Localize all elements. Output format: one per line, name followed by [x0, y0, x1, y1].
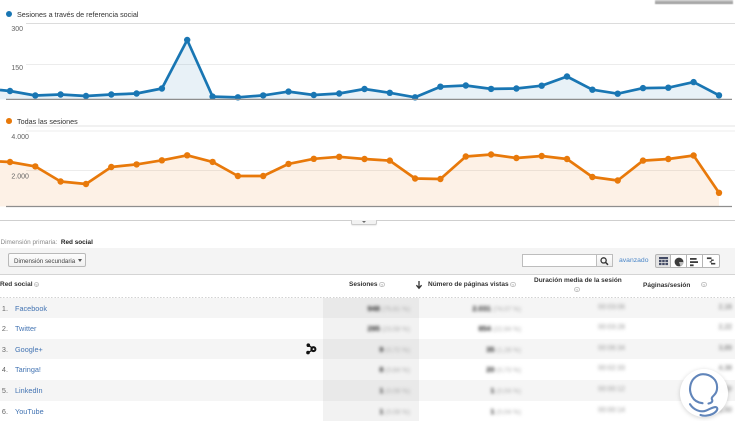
svg-text:4.000: 4.000 — [11, 134, 29, 141]
svg-text:150: 150 — [11, 65, 23, 72]
svg-text:300: 300 — [11, 26, 23, 33]
svg-text:2.000: 2.000 — [11, 174, 29, 181]
